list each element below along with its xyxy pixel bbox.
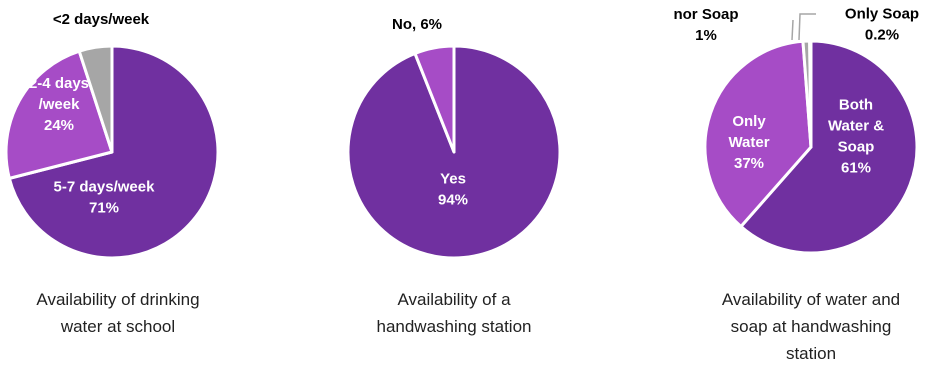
pie3-label-both-water-soap-line-1: Both	[839, 96, 873, 113]
pie1-label-2-4-days-week-line-2: /week	[39, 96, 81, 113]
pie2-slice-no	[413, 44, 456, 154]
chart-title-2: Availability of a handwashing station	[324, 286, 584, 340]
pie3-label-both-water-soap-line-3: Soap	[838, 138, 875, 155]
pie1-label-2-days-week-line-1: <2 days/week	[53, 11, 150, 28]
pie3-label-neither-water-nor-soap-line-2: nor Soap	[673, 6, 738, 23]
leader-line-neither	[791, 19, 794, 41]
pie3-label-only-soap-line-1: Only Soap	[845, 5, 919, 22]
pie1-slice-2-4-days-week	[4, 49, 114, 180]
pie1-label-5-7-days-week-line-1: 5-7 days/week	[54, 178, 156, 195]
pie3-label-only-water-line-3: 37%	[734, 155, 764, 172]
chart-title-3: Availability of water and soap at handwa…	[681, 286, 927, 367]
chart-title-2-line-2: handwashing station	[376, 317, 532, 336]
pie1-label-5-7-days-week: 5-7 days/week 71%	[54, 178, 156, 216]
chart-title-3-line-1: Availability of water and	[721, 290, 901, 309]
pie3-label-only-water-line-2: Water	[728, 134, 769, 151]
pie1-label-2-days-week: <2 days/week	[53, 11, 150, 28]
pie3-slice-only-soap	[808, 39, 813, 149]
pie1-label-2-4-days-week: 2-4 days/week 24%	[29, 75, 89, 134]
chart-title-3-line-2: soap at handwashing	[730, 317, 892, 336]
pie3-label-neither-water-nor-soap-line-1: Neither Water	[658, 0, 755, 2]
pie3-label-neither-water-nor-soap: Neither Water nor Soap 1%	[658, 0, 755, 44]
pie3-slice-only-water	[703, 39, 813, 229]
pie3-label-neither-water-nor-soap-line-3: 1%	[695, 27, 717, 44]
pie3-label-only-soap: Only Soap 0.2%	[845, 5, 919, 43]
pie1-label-2-4-days-week-line-3: 24%	[44, 117, 74, 134]
pie2-label-no-line-1: No, 6%	[392, 16, 442, 33]
pie3-label-only-water: Only Water 37%	[728, 113, 769, 172]
pie2-label-no: No, 6%	[392, 16, 442, 33]
leader-line-only-soap	[798, 13, 816, 41]
pie3-label-both-water-soap-line-2: Water &	[828, 117, 884, 134]
chart-title-2-line-1: Availability of a	[397, 290, 511, 309]
pie3-label-both-water-soap: Both Water & Soap 61%	[828, 96, 884, 176]
pie3-label-only-water-line-1: Only	[732, 113, 766, 130]
chart-title-1-line-2: water at school	[60, 317, 176, 336]
chart-title-1-line-1: Availability of drinking	[36, 290, 200, 309]
pie1-slice-2-days-week	[77, 44, 114, 154]
pie1-slice-5-7-days-week	[7, 44, 220, 260]
chart-title-1: Availability of drinking water at school	[0, 286, 248, 340]
pie2-label-yes-line-1: Yes	[440, 170, 466, 187]
pie1-label-2-4-days-week-line-1: 2-4 days	[29, 75, 89, 92]
pie3-slice-both-water-soap	[739, 39, 919, 255]
chart-title-3-line-3: station	[785, 344, 837, 363]
pie3-label-both-water-soap-line-4: 61%	[841, 159, 871, 176]
pie3-label-only-soap-line-2: 0.2%	[865, 26, 899, 43]
pie2-label-yes-line-2: 94%	[438, 191, 468, 208]
pie2-label-yes: Yes 94%	[438, 170, 468, 208]
pie1-label-5-7-days-week-line-2: 71%	[89, 199, 119, 216]
